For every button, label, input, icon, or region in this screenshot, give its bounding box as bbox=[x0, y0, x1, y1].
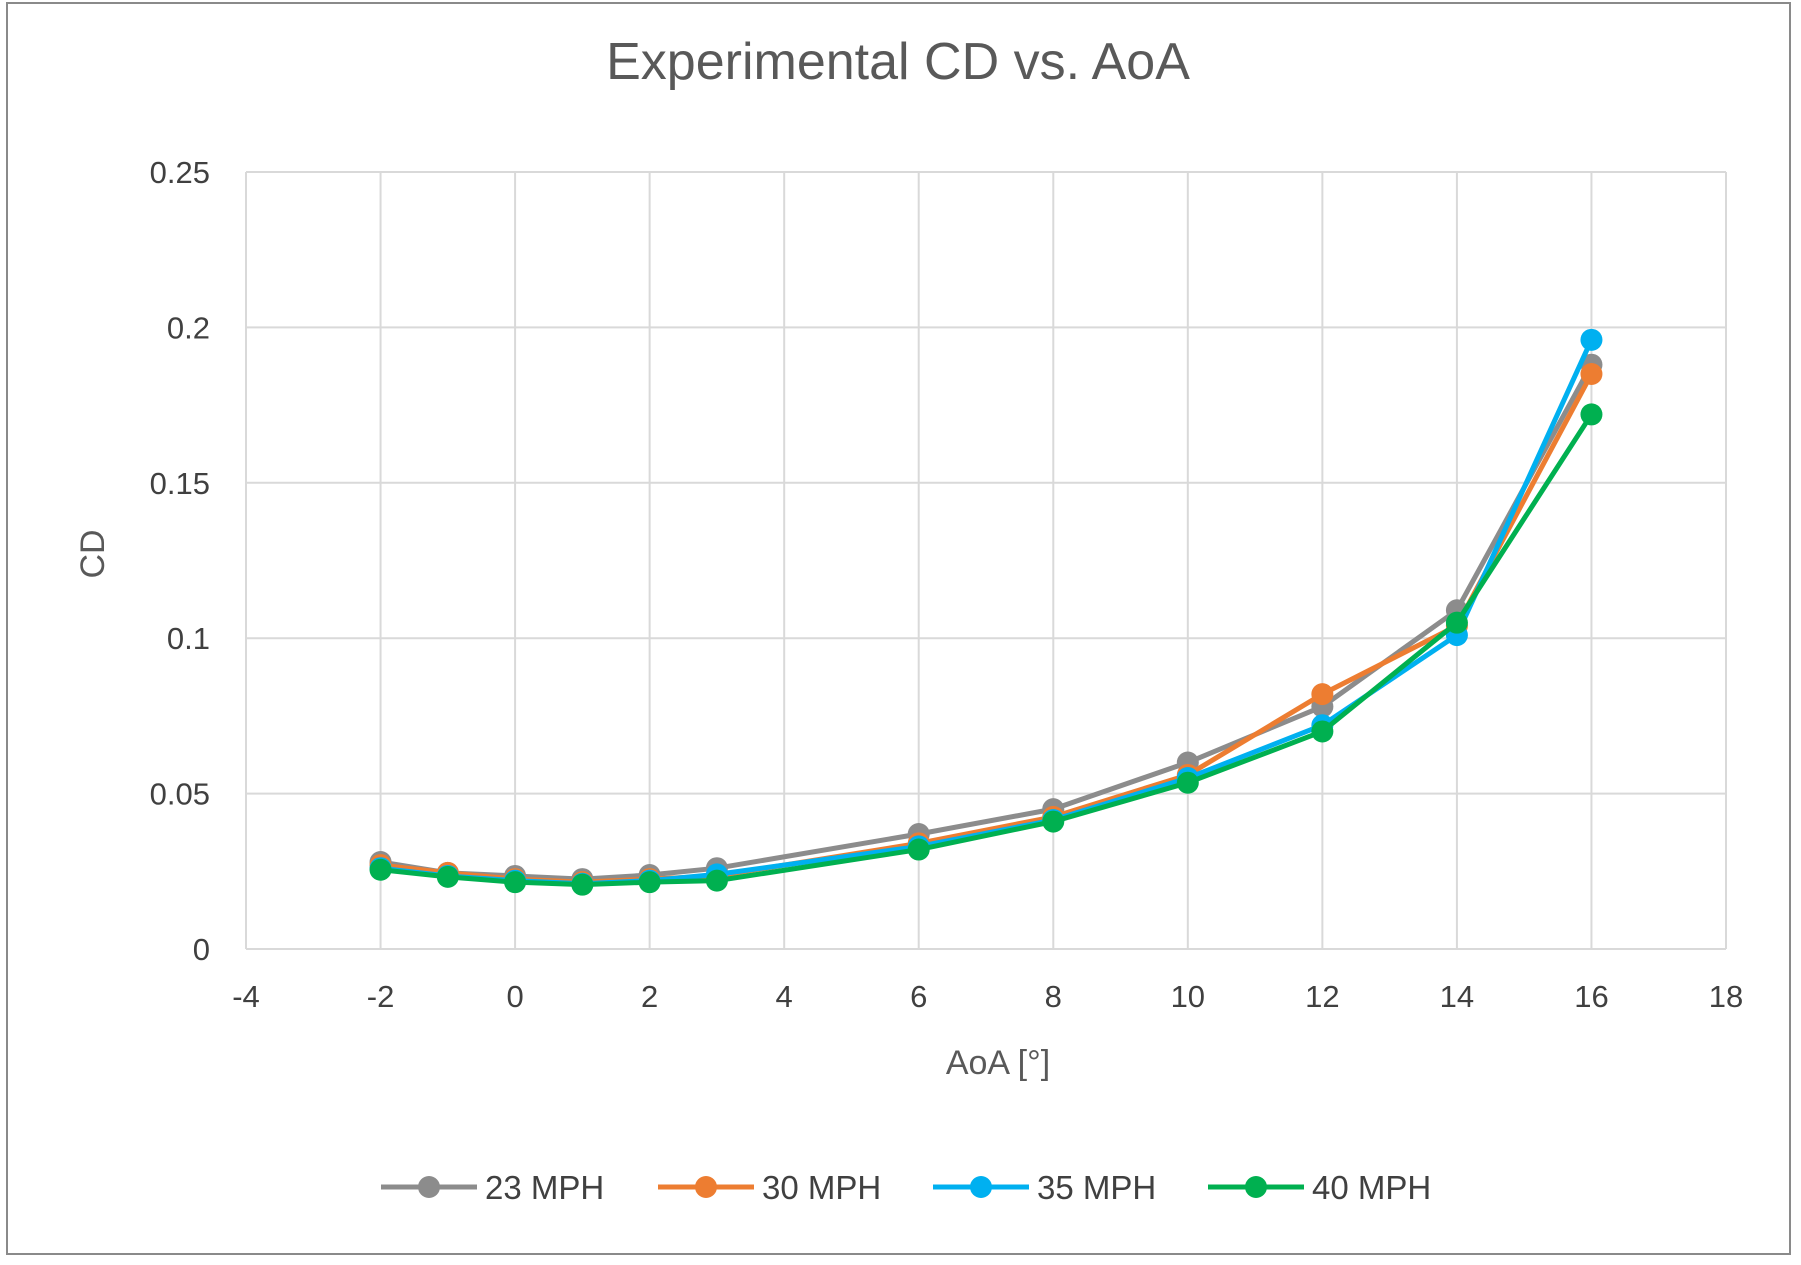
y-axis-label: CD bbox=[74, 529, 112, 578]
data-point bbox=[1580, 328, 1603, 351]
x-tick-label: 16 bbox=[1574, 979, 1608, 1014]
x-tick-label: 4 bbox=[776, 979, 793, 1014]
x-tick-label: 14 bbox=[1440, 979, 1474, 1014]
series-35-mph bbox=[369, 328, 1603, 895]
series-line bbox=[378, 411, 1594, 888]
series-line bbox=[378, 337, 1594, 887]
x-tick-label: 10 bbox=[1171, 979, 1205, 1014]
data-point bbox=[1042, 810, 1065, 833]
chart-svg: Experimental CD vs. AoA 00.050.10.150.20… bbox=[74, 33, 1744, 1206]
legend-marker bbox=[418, 1176, 440, 1198]
chart-title: Experimental CD vs. AoA bbox=[606, 33, 1190, 91]
data-point bbox=[705, 869, 728, 892]
legend-item: 40 MPH bbox=[1208, 1169, 1431, 1206]
x-tick-label: 18 bbox=[1709, 979, 1743, 1014]
series-layer bbox=[369, 328, 1603, 896]
data-point bbox=[1176, 771, 1199, 794]
data-point bbox=[436, 865, 459, 888]
x-tick-label: 6 bbox=[910, 979, 927, 1014]
y-tick-label: 0.1 bbox=[167, 621, 210, 656]
data-point bbox=[638, 871, 661, 894]
y-tick-label: 0 bbox=[193, 932, 210, 967]
series-23-mph bbox=[369, 353, 1603, 891]
y-tick-label: 0.25 bbox=[150, 155, 210, 190]
legend: 23 MPH 30 MPH 35 MPH 40 MPH bbox=[381, 1169, 1431, 1206]
legend-item: 30 MPH bbox=[658, 1169, 881, 1206]
series-line bbox=[378, 362, 1594, 882]
data-point bbox=[1580, 363, 1603, 386]
x-tick-label: -2 bbox=[367, 979, 395, 1014]
tick-labels: 0 0.05 0.1 0.15 0.2 0.25 -4 -2 0 2 4 6 8 10 12 14 16 18 bbox=[150, 155, 1744, 1014]
data-point bbox=[1445, 611, 1468, 634]
data-point bbox=[571, 873, 594, 896]
chart-frame: Experimental CD vs. AoA 0 0.05 0.1 0.15 0.2 0… bbox=[6, 2, 1791, 1255]
legend-marker bbox=[1245, 1176, 1267, 1198]
grid-layer bbox=[245, 171, 1727, 950]
series-40-mph bbox=[369, 403, 1603, 896]
series-30-mph bbox=[369, 363, 1603, 894]
x-tick-label: 0 bbox=[506, 979, 523, 1014]
y-tick-label: 0.05 bbox=[150, 777, 210, 812]
data-point bbox=[1580, 403, 1603, 426]
series-line bbox=[378, 371, 1594, 885]
legend-label: 30 MPH bbox=[762, 1169, 881, 1206]
legend-marker bbox=[970, 1176, 992, 1198]
x-tick-label: 8 bbox=[1045, 979, 1062, 1014]
x-tick-label: 2 bbox=[641, 979, 658, 1014]
data-point bbox=[504, 871, 527, 894]
data-point bbox=[907, 838, 930, 861]
x-axis-label: AoA [°] bbox=[946, 1044, 1050, 1082]
y-tick-label: 0.15 bbox=[150, 466, 210, 501]
data-point bbox=[369, 858, 392, 881]
data-point bbox=[1311, 683, 1334, 706]
x-tick-label: -4 bbox=[232, 979, 260, 1014]
legend-item: 35 MPH bbox=[933, 1169, 1156, 1206]
y-tick-label: 0.2 bbox=[167, 310, 210, 345]
legend-label: 40 MPH bbox=[1312, 1169, 1431, 1206]
legend-marker bbox=[695, 1176, 717, 1198]
legend-label: 23 MPH bbox=[485, 1169, 604, 1206]
x-tick-label: 12 bbox=[1305, 979, 1339, 1014]
legend-label: 35 MPH bbox=[1037, 1169, 1156, 1206]
legend-item: 23 MPH bbox=[381, 1169, 604, 1206]
data-point bbox=[1311, 720, 1334, 743]
